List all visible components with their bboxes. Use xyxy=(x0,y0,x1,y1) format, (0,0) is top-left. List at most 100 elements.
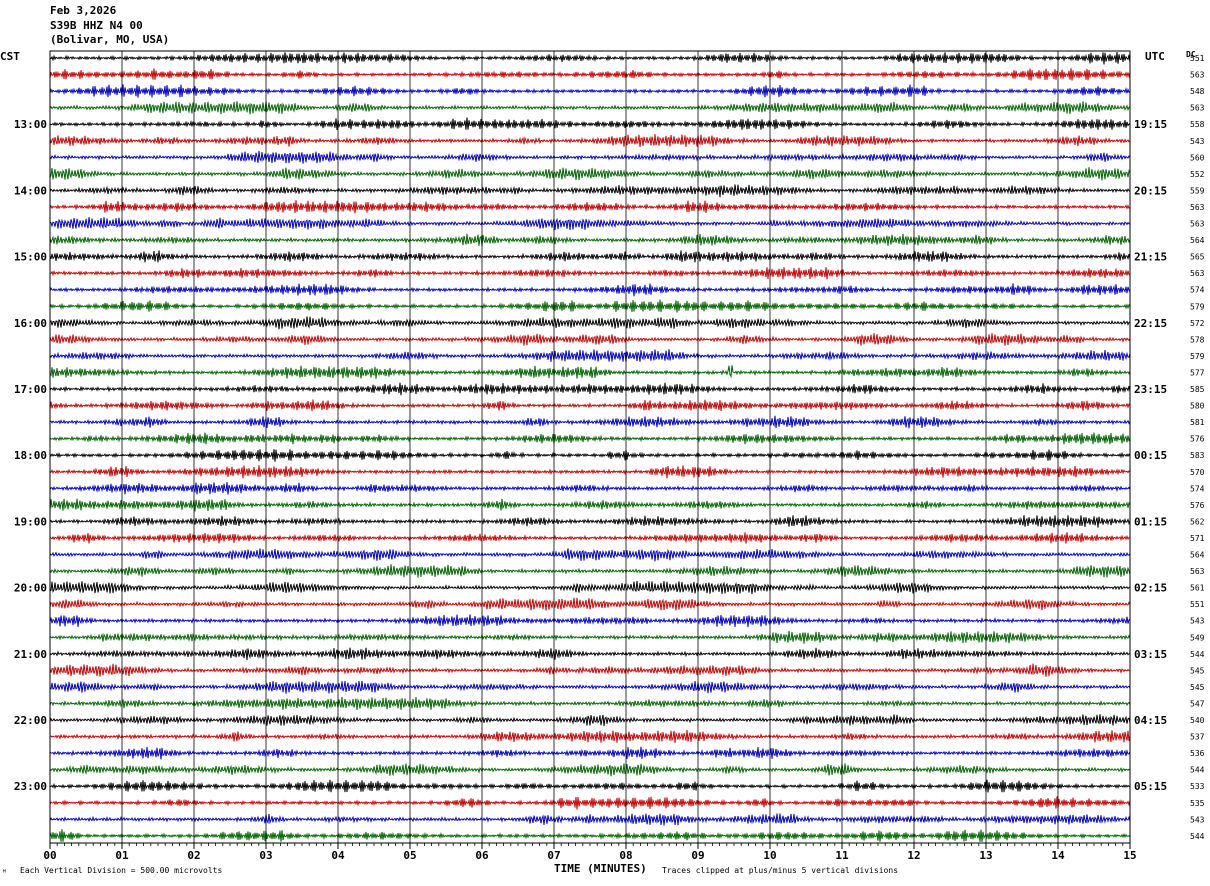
dc-offset-label: 559 xyxy=(1190,186,1205,195)
trace-row-5 xyxy=(49,134,1131,148)
x-tick-label: 14 xyxy=(1051,849,1065,862)
dc-offset-label: 563 xyxy=(1190,269,1205,278)
right-timezone-label: UTC xyxy=(1145,50,1165,63)
trace-row-33 xyxy=(49,597,1131,611)
trace-row-36 xyxy=(49,647,1131,661)
right-time-label: 21:15 xyxy=(1134,251,1167,264)
trace-row-38 xyxy=(49,680,1131,694)
trace-row-27 xyxy=(49,498,1131,512)
dc-offset-label: 537 xyxy=(1190,733,1205,742)
trace-row-0 xyxy=(49,51,1131,65)
trace-row-30 xyxy=(49,548,1131,562)
right-time-label: 01:15 xyxy=(1134,515,1167,528)
dc-offset-label: 540 xyxy=(1190,716,1205,725)
left-time-label: 22:00 xyxy=(14,714,47,727)
left-time-label: 13:00 xyxy=(14,118,47,131)
trace-row-34 xyxy=(49,614,1131,628)
dc-offset-label: 544 xyxy=(1190,766,1205,775)
dc-offset-label: 544 xyxy=(1190,832,1205,841)
trace-row-15 xyxy=(49,299,1131,313)
trace-row-31 xyxy=(49,564,1131,578)
dc-offset-label: 552 xyxy=(1190,170,1205,179)
dc-offset-label: 549 xyxy=(1190,633,1205,642)
trace-row-41 xyxy=(49,729,1131,744)
dc-offset-label: 536 xyxy=(1190,749,1205,758)
left-time-label: 15:00 xyxy=(14,251,47,264)
dc-offset-label: 551 xyxy=(1190,54,1205,63)
dc-column-label: DC xyxy=(1186,50,1196,59)
trace-row-44 xyxy=(49,779,1131,793)
dc-offset-label: 579 xyxy=(1190,302,1205,311)
trace-row-10 xyxy=(49,217,1131,231)
trace-row-26 xyxy=(49,482,1131,495)
trace-row-18 xyxy=(49,349,1131,362)
dc-offset-label: 547 xyxy=(1190,699,1205,708)
dc-offset-label: 533 xyxy=(1190,782,1205,791)
right-time-label: 19:15 xyxy=(1134,118,1167,131)
x-tick-label: 05 xyxy=(403,849,416,862)
trace-row-20 xyxy=(49,382,1131,396)
dc-offset-label: 563 xyxy=(1190,567,1205,576)
dc-offset-label: 581 xyxy=(1190,418,1205,427)
right-time-label: 02:15 xyxy=(1134,582,1167,595)
trace-row-13 xyxy=(49,267,1131,280)
x-tick-label: 12 xyxy=(907,849,920,862)
right-time-label: 00:15 xyxy=(1134,449,1167,462)
x-tick-label: 11 xyxy=(835,849,849,862)
trace-row-37 xyxy=(49,663,1131,677)
dc-offset-label: 545 xyxy=(1190,683,1205,692)
dc-offset-label: 570 xyxy=(1190,468,1205,477)
trace-row-23 xyxy=(49,432,1131,445)
trace-row-12 xyxy=(49,250,1131,263)
left-time-label: 19:00 xyxy=(14,515,47,528)
trace-row-45 xyxy=(49,796,1131,810)
trace-row-14 xyxy=(49,283,1131,297)
dc-offset-label: 535 xyxy=(1190,799,1205,808)
trace-row-19 xyxy=(49,365,1131,379)
trace-row-7 xyxy=(49,167,1131,181)
trace-row-22 xyxy=(49,415,1131,429)
label-group: 551 563 548 563 558 543 560 552 559 563 563 564 565 5… xyxy=(14,54,1205,862)
left-time-label: 21:00 xyxy=(14,648,47,661)
left-time-label: 23:00 xyxy=(14,780,47,793)
dc-offset-label: 564 xyxy=(1190,236,1205,245)
dc-offset-label: 578 xyxy=(1190,335,1205,344)
dc-offset-label: 545 xyxy=(1190,666,1205,675)
right-time-label: 03:15 xyxy=(1134,648,1167,661)
dc-offset-label: 572 xyxy=(1190,319,1205,328)
right-time-label: 20:15 xyxy=(1134,184,1167,197)
trace-row-35 xyxy=(49,630,1131,644)
dc-offset-label: 576 xyxy=(1190,501,1205,510)
trace-row-8 xyxy=(49,184,1131,198)
right-time-label: 23:15 xyxy=(1134,383,1167,396)
dc-offset-label: 564 xyxy=(1190,551,1205,560)
trace-row-9 xyxy=(49,200,1131,214)
dc-offset-label: 577 xyxy=(1190,368,1205,377)
dc-offset-label: 543 xyxy=(1190,617,1205,626)
x-tick-label: 01 xyxy=(115,849,129,862)
division-note: Each Vertical Division = 500.00 microvol… xyxy=(20,866,223,875)
x-tick-label: 06 xyxy=(475,849,489,862)
trace-group xyxy=(49,51,1131,842)
trace-row-24 xyxy=(49,449,1131,462)
trace-row-3 xyxy=(49,101,1131,115)
dc-offset-label: 543 xyxy=(1190,815,1205,824)
trace-row-39 xyxy=(49,696,1131,710)
left-time-label: 16:00 xyxy=(14,317,47,330)
trace-row-29 xyxy=(49,532,1131,544)
trace-row-16 xyxy=(49,316,1131,330)
trace-row-17 xyxy=(49,333,1131,346)
station-code: S39B HHZ N4 00 xyxy=(50,18,143,32)
x-tick-label: 02 xyxy=(187,849,200,862)
x-tick-label: 13 xyxy=(979,849,992,862)
x-tick-label: 07 xyxy=(547,849,560,862)
x-tick-label: 09 xyxy=(691,849,704,862)
right-time-label: 04:15 xyxy=(1134,714,1167,727)
x-axis-label: TIME (MINUTES) xyxy=(554,862,647,875)
x-tick-label: 08 xyxy=(619,849,632,862)
left-timezone-label: CST xyxy=(0,50,20,63)
logo-mark: ᴹ xyxy=(2,868,7,877)
dc-offset-label: 563 xyxy=(1190,71,1205,80)
trace-row-1 xyxy=(49,68,1131,81)
trace-row-2 xyxy=(49,84,1131,98)
